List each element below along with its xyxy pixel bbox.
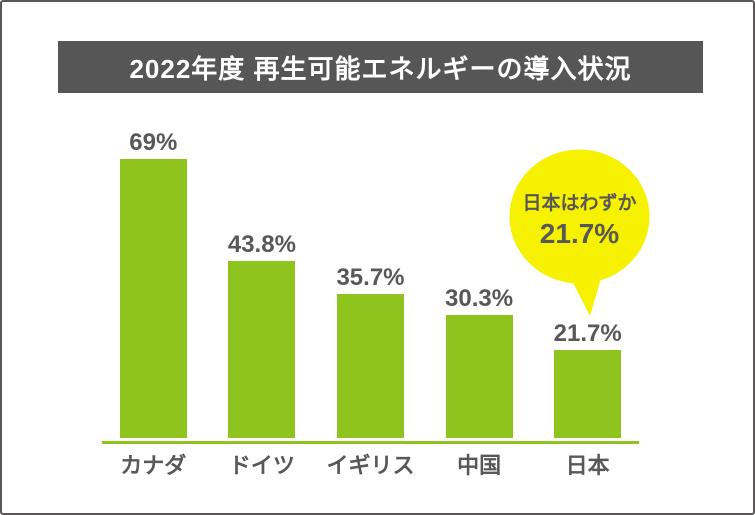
bar-value-label: 69% <box>129 129 178 156</box>
bar <box>119 159 187 438</box>
category-label-カナダ: カナダ <box>120 453 187 478</box>
bar-value-label: 30.3% <box>445 285 514 312</box>
bar-group-日本: 21.7% <box>533 120 642 438</box>
category-label-イギリス: イギリス <box>326 453 415 478</box>
bar-group-イギリス: 35.7% <box>316 120 425 438</box>
callout-bubble: 日本はわずか 21.7% <box>509 149 650 324</box>
bar <box>554 350 622 438</box>
bar <box>228 261 296 438</box>
bar-value-label: 43.8% <box>227 231 296 258</box>
bar-group-中国: 30.3% <box>425 120 534 438</box>
bar-value-label: 21.7% <box>553 320 622 347</box>
x-axis-labels: カナダ ドイツ イギリス 中国 日本 <box>99 448 642 480</box>
chart-title-bar: 2022年度 再生可能エネルギーの導入状況 <box>58 41 703 93</box>
bar <box>336 294 404 438</box>
chart-title: 2022年度 再生可能エネルギーの導入状況 <box>129 53 632 84</box>
bar <box>445 315 513 438</box>
category-label-中国: 中国 <box>457 453 502 478</box>
plot-area: 69% 43.8% 35.7% 30.3% 21.7% <box>99 120 642 438</box>
callout-line1: 日本はわずか <box>522 193 637 214</box>
bar-value-label: 35.7% <box>336 264 405 291</box>
bar-group-ドイツ: 43.8% <box>208 120 317 438</box>
bar-group-カナダ: 69% <box>99 120 208 438</box>
speech-bubble-shape <box>509 149 650 316</box>
callout-line2: 21.7% <box>539 217 620 249</box>
category-label-日本: 日本 <box>565 453 610 478</box>
callout-text: 日本はわずか 21.7% <box>509 193 650 250</box>
category-label-ドイツ: ドイツ <box>228 453 295 478</box>
x-axis-line <box>102 441 639 444</box>
